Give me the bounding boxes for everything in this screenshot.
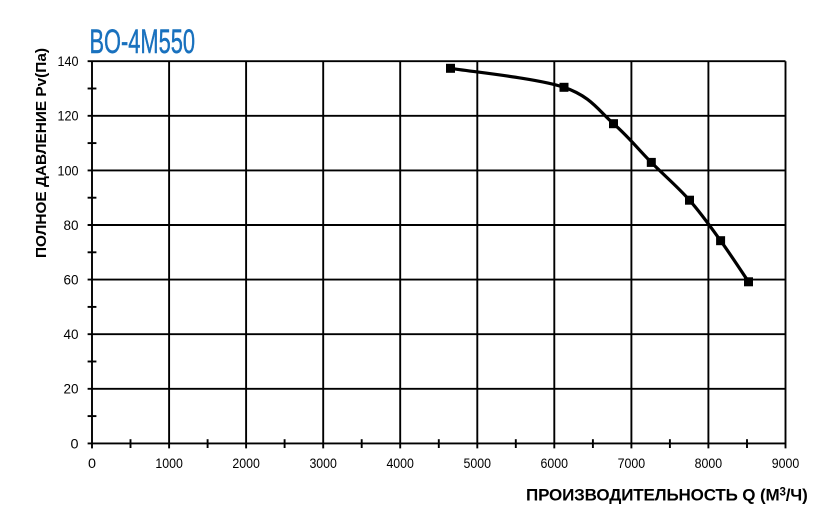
svg-text:9000: 9000 xyxy=(772,455,800,471)
svg-text:ПРОИЗВОДИТЕЛЬНОСТЬ Q (М3/Ч): ПРОИЗВОДИТЕЛЬНОСТЬ Q (М3/Ч) xyxy=(526,486,808,505)
svg-text:140: 140 xyxy=(58,53,79,69)
svg-text:120: 120 xyxy=(58,108,79,124)
svg-text:5000: 5000 xyxy=(464,455,492,471)
svg-text:4000: 4000 xyxy=(386,455,414,471)
svg-text:40: 40 xyxy=(64,326,79,342)
svg-text:0: 0 xyxy=(71,435,79,451)
svg-text:20: 20 xyxy=(64,381,79,397)
svg-text:100: 100 xyxy=(58,162,79,178)
svg-text:BO-4M550: BO-4M550 xyxy=(90,23,196,61)
svg-text:3000: 3000 xyxy=(309,455,337,471)
svg-text:ПОЛНОЕ ДАВЛЕНИЕ Pv(Па): ПОЛНОЕ ДАВЛЕНИЕ Pv(Па) xyxy=(33,48,50,258)
svg-text:60: 60 xyxy=(64,272,79,288)
svg-text:80: 80 xyxy=(64,217,79,233)
svg-text:8000: 8000 xyxy=(695,455,723,471)
svg-text:7000: 7000 xyxy=(618,455,646,471)
svg-text:1000: 1000 xyxy=(155,455,183,471)
svg-text:0: 0 xyxy=(88,455,96,471)
svg-text:2000: 2000 xyxy=(232,455,260,471)
svg-text:6000: 6000 xyxy=(541,455,569,471)
